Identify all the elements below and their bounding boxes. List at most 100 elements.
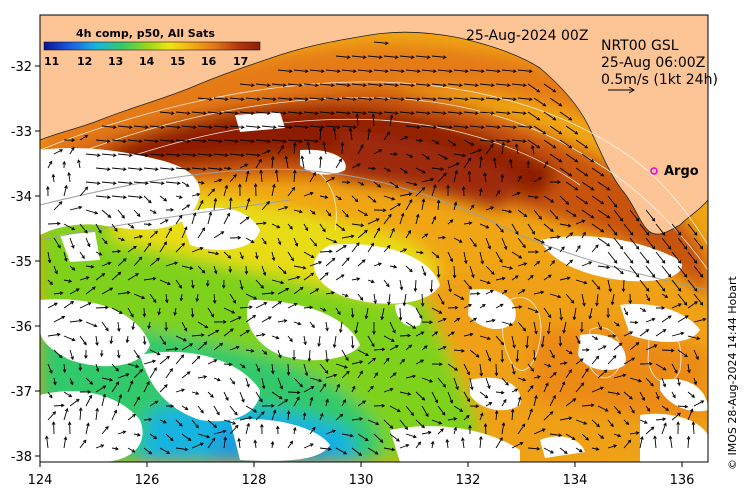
current-arrowhead — [309, 191, 314, 196]
current-arrow — [191, 419, 199, 429]
current-arrow — [629, 377, 642, 382]
current-arrow — [293, 265, 306, 269]
current-arrow — [95, 306, 108, 309]
current-arrow — [303, 363, 308, 376]
current-arrow — [463, 139, 474, 146]
current-arrowhead — [617, 410, 621, 415]
current-arrowhead — [75, 398, 80, 403]
current-arrowhead — [218, 178, 223, 183]
current-arrow — [565, 232, 573, 239]
current-arrowhead — [304, 69, 309, 73]
current-arrow — [597, 433, 604, 439]
current-arrow — [431, 331, 438, 337]
current-arrow — [229, 425, 239, 435]
current-arrowhead — [525, 344, 529, 349]
current-arrow — [495, 391, 504, 394]
current-arrowhead — [327, 212, 332, 217]
current-arrow — [213, 405, 220, 415]
current-arrowhead — [420, 359, 425, 363]
current-arrowhead — [542, 131, 547, 135]
current-arrow — [447, 391, 453, 404]
current-arrow — [389, 372, 397, 379]
current-arrowhead — [370, 385, 374, 390]
current-arrow — [421, 431, 431, 435]
current-arrowhead — [348, 127, 353, 132]
current-arrowhead — [442, 383, 447, 388]
current-arrow — [207, 111, 222, 114]
current-arrowhead — [87, 390, 92, 394]
current-arrowhead — [53, 381, 57, 386]
current-arrowhead — [489, 289, 494, 294]
current-arrow — [484, 423, 487, 435]
current-arrowhead — [346, 370, 350, 375]
current-arrowhead — [546, 330, 551, 335]
current-arrowhead — [509, 158, 513, 163]
current-arrowhead — [156, 351, 161, 356]
current-arrowhead — [514, 143, 519, 148]
current-arrow — [261, 292, 274, 295]
current-arrowhead — [340, 141, 345, 146]
current-arrow — [559, 307, 562, 320]
current-arrow — [309, 261, 322, 267]
current-arrowhead — [512, 371, 516, 376]
current-arrow — [421, 97, 436, 100]
current-arrowhead — [509, 266, 514, 270]
current-arrowhead — [350, 314, 355, 319]
current-arrowhead — [333, 239, 338, 244]
current-arrow — [549, 349, 555, 359]
current-arrowhead — [478, 148, 483, 153]
current-arrowhead — [221, 284, 226, 289]
current-arrowhead — [663, 422, 667, 427]
current-arrow — [527, 275, 534, 281]
current-arrow — [463, 304, 472, 309]
current-arrow — [493, 157, 497, 169]
current-arrow — [597, 265, 610, 268]
current-arrow — [213, 231, 224, 239]
current-arrow — [629, 237, 640, 250]
current-arrowhead — [391, 447, 396, 452]
current-arrow — [111, 271, 121, 281]
current-arrow — [341, 293, 349, 297]
current-arrowhead — [325, 358, 329, 363]
current-arrow — [143, 360, 156, 365]
current-arrowhead — [304, 125, 309, 129]
current-arrowhead — [174, 261, 179, 265]
current-arrow — [431, 441, 434, 449]
current-arrowhead — [448, 69, 453, 73]
current-arrow — [223, 251, 231, 259]
current-arrow — [533, 97, 546, 107]
current-arrow — [159, 279, 171, 285]
current-arrow — [351, 361, 363, 365]
current-arrowhead — [667, 245, 672, 250]
current-arrowhead — [231, 380, 236, 385]
current-arrowhead — [322, 308, 327, 312]
current-arrowhead — [333, 373, 338, 378]
current-arrowhead — [500, 359, 505, 363]
current-arrow — [501, 321, 513, 326]
current-arrow — [63, 223, 75, 231]
current-arrow — [127, 307, 134, 318]
current-arrow — [357, 230, 368, 239]
current-source-label: NRT00 GSL — [601, 38, 679, 54]
current-arrow — [613, 209, 624, 222]
current-arrow — [549, 153, 562, 163]
current-arrow — [399, 444, 409, 449]
current-arrowhead — [92, 286, 96, 291]
current-arrowhead — [508, 209, 513, 214]
current-arrowhead — [394, 111, 399, 115]
credit-text: © IMOS 28-Aug-2024 14:44 Hobart — [726, 276, 739, 470]
y-tick-label: -35 — [11, 255, 32, 270]
current-arrowhead — [176, 181, 181, 185]
current-arrowhead — [456, 317, 461, 322]
current-arrow — [597, 405, 609, 412]
current-arrowhead — [680, 331, 685, 336]
current-arrow — [677, 349, 688, 357]
current-arrowhead — [218, 167, 223, 171]
current-arrowhead — [408, 344, 413, 349]
current-arrowhead — [312, 171, 316, 176]
current-arrow — [463, 83, 478, 86]
current-arrow — [629, 432, 639, 435]
current-arrowhead — [432, 125, 437, 129]
current-arrowhead — [364, 437, 369, 442]
current-arrow — [547, 321, 551, 334]
